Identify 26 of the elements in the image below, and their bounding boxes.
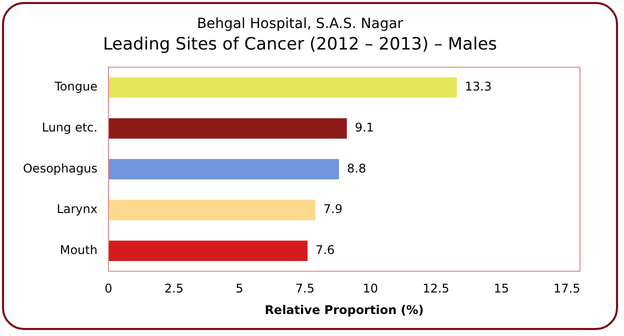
bar: [108, 240, 308, 261]
data-label: 13.3: [464, 80, 492, 94]
y-tick-label: Tongue: [54, 80, 98, 94]
bar: [108, 159, 339, 180]
data-label: 7.6: [316, 242, 335, 257]
y-tick-label: Larynx: [56, 202, 98, 216]
x-tick-label: 10: [362, 282, 378, 296]
x-tick-label: 17.5: [554, 282, 580, 296]
x-tick-label: 15: [494, 282, 510, 296]
x-tick-label: 12.5: [422, 282, 450, 296]
bar: [108, 200, 316, 220]
chart-subtitle: Leading Sites of Cancer (2012 – 2013) – Males: [102, 34, 498, 54]
x-tick-label: 7.5: [295, 282, 314, 296]
x-tick-label: 5: [236, 282, 244, 296]
data-label: 8.8: [346, 161, 366, 176]
y-tick-label: Mouth: [60, 242, 98, 257]
data-label: 7.9: [323, 202, 343, 216]
chart-title: Behgal Hospital, S.A.S. Nagar: [196, 16, 404, 32]
y-tick-label: Oesophagus: [22, 161, 98, 176]
data-label: 9.1: [354, 120, 374, 135]
y-tick-label: Lung etc.: [42, 120, 98, 135]
bar: [108, 77, 457, 98]
x-tick-label: 2.5: [164, 282, 184, 296]
x-tick-label: 0: [104, 282, 112, 296]
bar: [108, 118, 347, 139]
x-axis-title: Relative Proportion (%): [264, 302, 424, 317]
